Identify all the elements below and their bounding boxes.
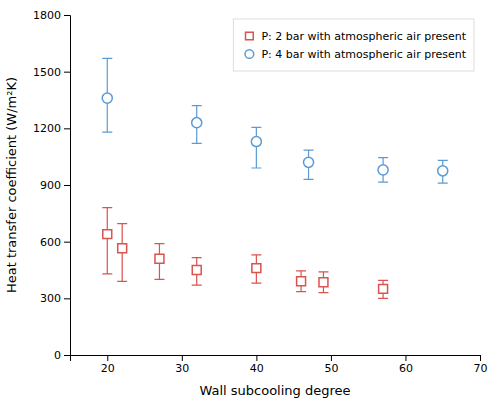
tick: 1800 [33,9,70,22]
tick-label: 600 [40,236,61,249]
tick: 60 [399,355,413,375]
error-bar [251,255,261,283]
marker [192,266,201,275]
tick-mark [64,128,70,129]
error-bar [154,244,164,280]
tick-mark [64,298,70,299]
error-bar [192,258,202,285]
error-bar [251,127,261,168]
error-bar [102,208,112,274]
tick-mark [64,355,70,356]
marker [103,230,112,239]
error-bar [117,224,127,282]
tick-mark [405,355,406,361]
tick-label: 60 [399,362,413,375]
y-axis: 0 300 600 900 1200 1500 1800 [33,9,71,362]
tick-mark [64,242,70,243]
tick-label: 70 [474,362,488,375]
tick: 600 [40,236,70,249]
tick-label: 1800 [33,9,61,22]
error-bar [378,158,388,183]
tick-label: 0 [54,349,61,362]
marker [155,254,164,263]
legend-label: P: 4 bar with atmospheric air present [261,48,466,61]
chart: 20 30 40 50 60 70 0 300 600 900 1200 1500 1800 P: 2 b… [0,0,500,405]
error-bar [438,160,448,183]
tick-label: 40 [250,362,264,375]
marker [319,278,328,287]
marker [378,165,388,175]
tick-label: 900 [40,179,61,192]
tick-label: 50 [324,362,338,375]
tick-mark [64,185,70,186]
x-axis-line [71,356,481,362]
tick-mark [182,355,183,361]
legend-label: P: 2 bar with atmospheric air present [261,30,466,43]
tick: 1500 [33,66,70,79]
tick-mark [331,355,332,361]
marker [102,93,112,103]
tick: 20 [101,355,115,375]
series [102,58,448,183]
marker [438,166,448,176]
marker [297,277,306,286]
plot: 20 30 40 50 60 70 0 300 600 900 1200 1500 1800 P: 2 b… [33,9,488,375]
marks [102,58,448,298]
tick: 0 [54,349,70,362]
tick-label: 20 [101,362,115,375]
marker [252,264,261,273]
tick-label: 300 [40,292,61,305]
marker [251,137,261,147]
tick-mark [480,355,481,361]
tick-label: 30 [175,362,189,375]
series [102,208,388,299]
marker [303,157,313,167]
tick-label: 1500 [33,66,61,79]
tick: 1200 [33,122,70,135]
tick-mark [256,355,257,361]
tick: 900 [40,179,70,192]
tick: 40 [250,355,264,375]
legend-background [233,19,474,71]
tick-mark [64,72,70,73]
error-bar [192,106,202,144]
marker [192,118,202,128]
y-axis-title: Heat transfer coefficient (W/m²K) [4,77,19,293]
error-bar [318,272,328,293]
x-axis: 20 30 40 50 60 70 [71,355,488,375]
legend-swatch [246,32,254,40]
tick-mark [64,15,70,16]
y-axis-line [64,16,71,356]
tick: 50 [324,355,338,375]
legend-item: P: 2 bar with atmospheric air present [246,30,467,43]
error-bar [378,280,388,298]
marker [118,244,127,253]
legend-item: P: 4 bar with atmospheric air present [245,48,467,61]
legend: P: 2 bar with atmospheric air present P: … [233,19,474,71]
x-axis-title: Wall subcooling degree [199,383,350,398]
error-bar [304,150,314,179]
legend-swatch [245,50,254,59]
error-bar [102,58,112,132]
tick: 70 [474,355,488,375]
tick-mark [107,355,108,361]
tick-label: 1200 [33,122,61,135]
tick: 300 [40,292,70,305]
marker [379,284,388,293]
tick: 30 [175,355,189,375]
error-bar [296,271,306,292]
